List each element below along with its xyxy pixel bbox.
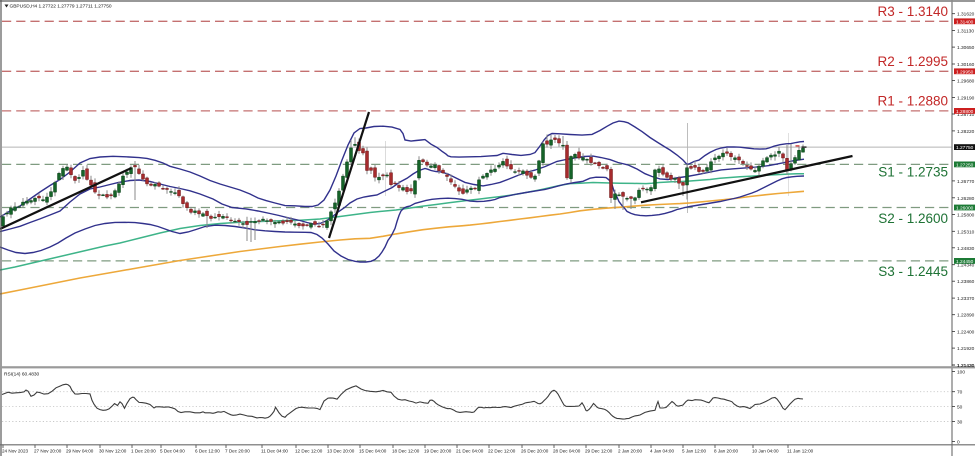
svg-text:2 Jan 20:00: 2 Jan 20:00 [618,449,642,454]
svg-text:1 Dec 20:00: 1 Dec 20:00 [131,449,156,454]
svg-text:R2 - 1.2995: R2 - 1.2995 [877,54,948,69]
svg-text:100: 100 [957,370,965,376]
svg-text:8 Jan 20:00: 8 Jan 20:00 [714,449,738,454]
svg-text:1.28220: 1.28220 [957,129,975,135]
svg-text:29 Nov 04:00: 29 Nov 04:00 [66,449,94,454]
svg-text:11 Dec 04:00: 11 Dec 04:00 [261,449,288,454]
svg-text:1.29190: 1.29190 [957,96,975,102]
svg-text:1.22400: 1.22400 [957,330,975,336]
svg-text:5 Dec 04:00: 5 Dec 04:00 [160,449,185,454]
svg-text:11 Jan 12:00: 11 Jan 12:00 [787,449,814,454]
svg-text:1.31620: 1.31620 [957,12,975,18]
svg-text:28 Dec 04:00: 28 Dec 04:00 [553,449,581,454]
svg-text:10 Jan 04:00: 10 Jan 04:00 [752,449,779,454]
svg-text:R3 - 1.3140: R3 - 1.3140 [877,4,948,19]
svg-text:1.26770: 1.26770 [957,179,975,185]
svg-text:1.29950: 1.29950 [956,69,974,75]
svg-text:15 Dec 04:00: 15 Dec 04:00 [359,449,387,454]
svg-text:GBPUSD,H4 1.27722 1.27779 1.2: GBPUSD,H4 1.27722 1.27779 1.27711 1.2775… [10,3,112,9]
svg-text:1.22890: 1.22890 [957,313,975,319]
svg-text:RSI(14) 60.4830: RSI(14) 60.4830 [4,371,40,377]
svg-text:4 Jan 04:00: 4 Jan 04:00 [650,449,674,454]
svg-text:0: 0 [957,440,960,446]
svg-text:24 Nov 2023: 24 Nov 2023 [2,449,28,454]
svg-text:19 Dec 20:00: 19 Dec 20:00 [424,449,452,454]
svg-text:1.27250: 1.27250 [956,163,974,169]
svg-text:5 Jan 12:00: 5 Jan 12:00 [682,449,706,454]
svg-text:1.24830: 1.24830 [957,246,975,252]
svg-text:1.25310: 1.25310 [957,229,975,235]
svg-text:70: 70 [957,390,963,396]
svg-text:1.31130: 1.31130 [957,29,974,35]
svg-text:26 Dec 20:00: 26 Dec 20:00 [521,449,549,454]
svg-text:1.25800: 1.25800 [957,212,975,218]
svg-text:1.30650: 1.30650 [957,45,975,51]
svg-text:S2 - 1.2600: S2 - 1.2600 [878,211,948,226]
svg-text:29 Dec 12:00: 29 Dec 12:00 [585,449,613,454]
svg-text:30 Nov 12:00: 30 Nov 12:00 [99,449,127,454]
svg-text:27 Nov 20:00: 27 Nov 20:00 [34,449,62,454]
svg-text:1.21430: 1.21430 [957,363,975,369]
svg-text:1.24450: 1.24450 [956,259,974,265]
svg-text:21 Dec 04:00: 21 Dec 04:00 [456,449,484,454]
svg-text:1.31400: 1.31400 [956,19,974,25]
svg-text:1.21920: 1.21920 [957,346,975,352]
svg-text:1.21430: 1.21430 [957,363,975,369]
svg-text:1.29680: 1.29680 [957,79,975,85]
svg-text:1.23860: 1.23860 [957,279,975,285]
svg-text:12 Dec 12:00: 12 Dec 12:00 [295,449,323,454]
svg-text:1.28710: 1.28710 [957,112,975,118]
svg-text:R1 - 1.2880: R1 - 1.2880 [877,94,948,109]
svg-text:18 Dec 12:00: 18 Dec 12:00 [392,449,420,454]
svg-text:50: 50 [957,404,963,410]
svg-text:7 Dec 20:00: 7 Dec 20:00 [225,449,250,454]
svg-text:1.27750: 1.27750 [956,145,974,151]
svg-text:S1 - 1.2735: S1 - 1.2735 [878,165,948,180]
svg-text:30: 30 [957,420,963,426]
svg-text:1.30160: 1.30160 [957,62,975,68]
svg-text:22 Dec 12:00: 22 Dec 12:00 [488,449,516,454]
svg-text:1.28800: 1.28800 [956,109,974,115]
svg-text:13 Dec 20:00: 13 Dec 20:00 [327,449,355,454]
svg-text:S3 - 1.2445: S3 - 1.2445 [878,264,948,279]
svg-text:6 Dec 12:00: 6 Dec 12:00 [195,449,220,454]
svg-text:1.26280: 1.26280 [957,196,975,202]
svg-text:1.26000: 1.26000 [956,206,974,212]
svg-text:1.24340: 1.24340 [957,263,975,269]
svg-text:1.23370: 1.23370 [957,296,975,302]
